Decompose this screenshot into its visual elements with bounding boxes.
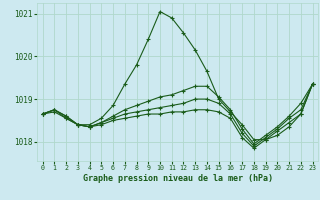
X-axis label: Graphe pression niveau de la mer (hPa): Graphe pression niveau de la mer (hPa) [83, 174, 273, 183]
